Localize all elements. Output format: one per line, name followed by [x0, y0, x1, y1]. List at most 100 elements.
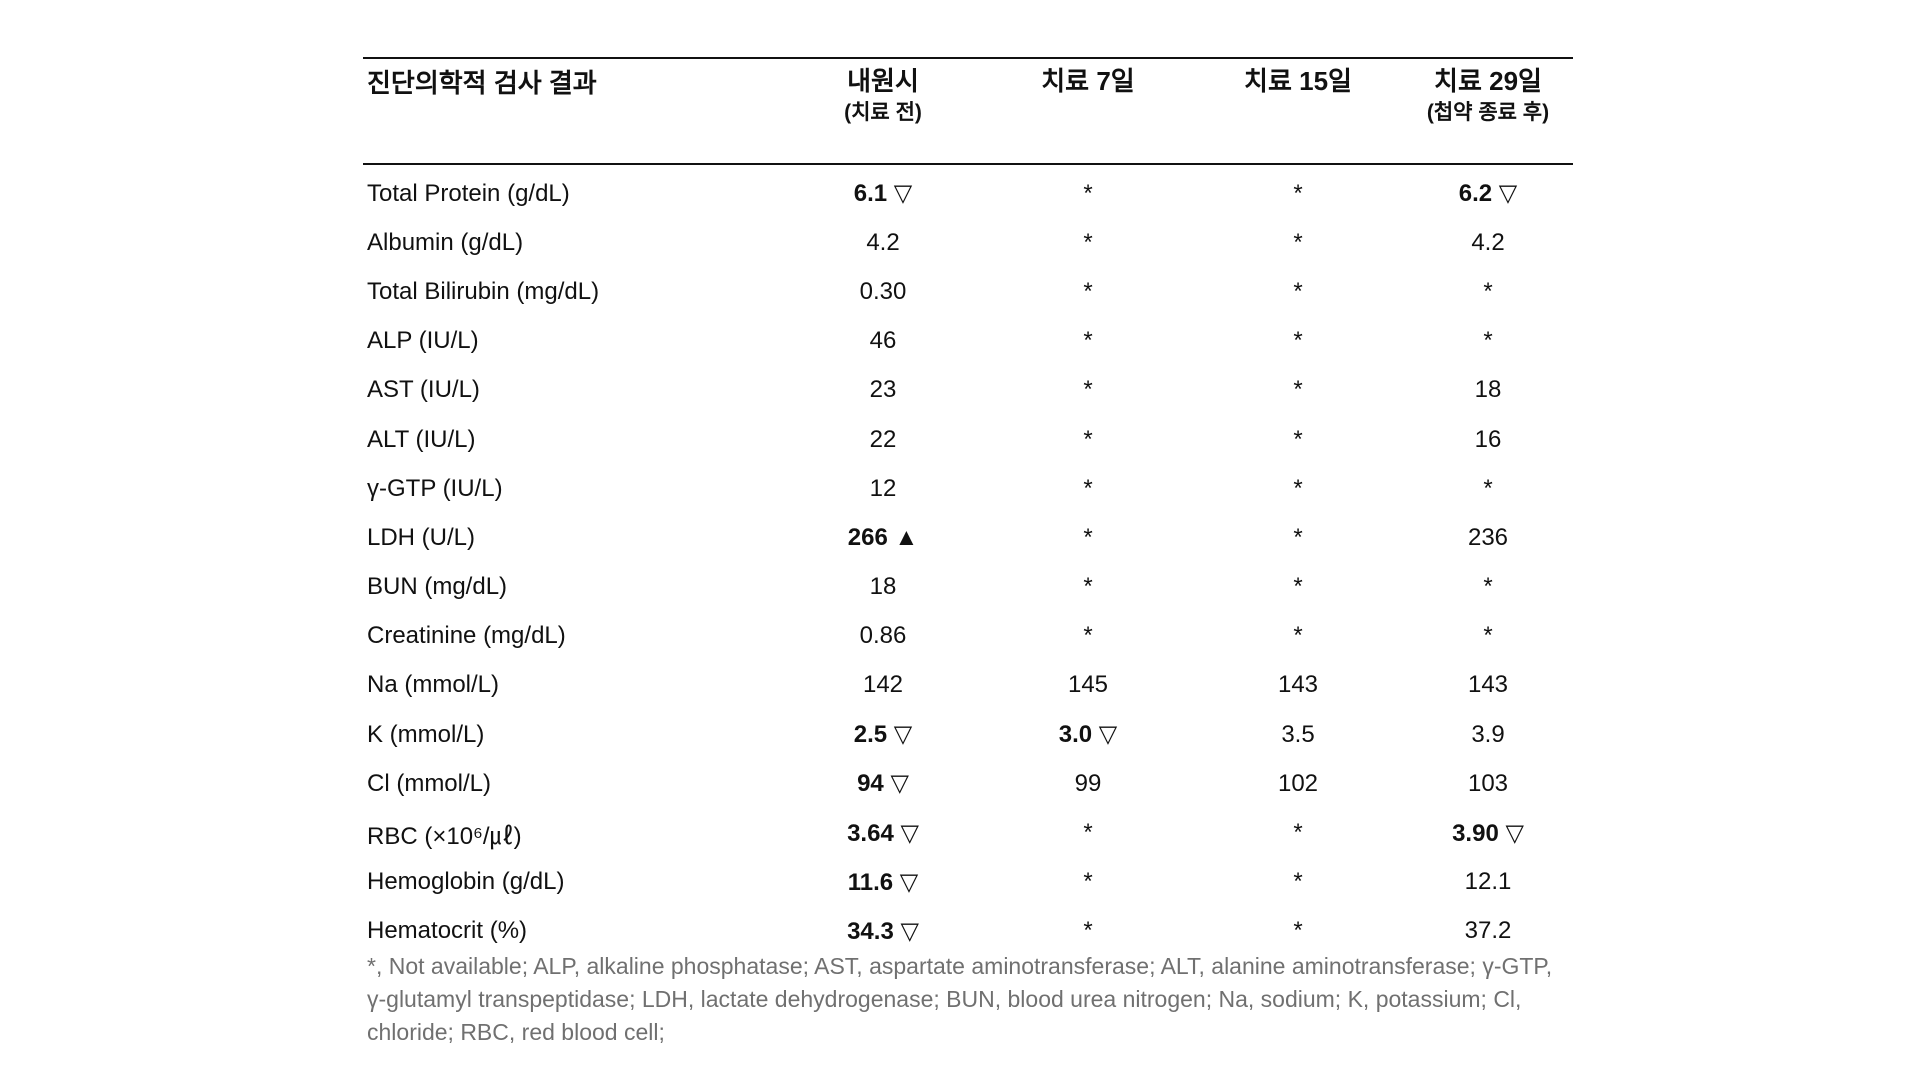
lab-results-table: 진단의학적 검사 결과 내원시 (치료 전) 치료 7일 치료 15일 치료 2…: [363, 57, 1573, 956]
value-cell: 143: [1467, 671, 1509, 699]
value-cell: *: [1293, 179, 1303, 207]
value-cell: *: [1083, 868, 1093, 896]
table-row: Cl (mmol/L) 94 ▽ 99 102 103: [363, 759, 1573, 808]
table-footnote: *, Not available; ALP, alkaline phosphat…: [367, 953, 1553, 1045]
value-cell: 16: [1474, 425, 1502, 453]
value-cell: 99: [1074, 769, 1102, 797]
test-name-cell: Total Protein (g/dL): [367, 179, 570, 207]
table-row: Hemoglobin (g/dL) 11.6 ▽ * * 12.1: [363, 858, 1573, 907]
value-cell: *: [1083, 277, 1093, 305]
value-cell: *: [1293, 474, 1303, 502]
value-cell: *: [1293, 573, 1303, 601]
table-row: Na (mmol/L) 142 145 143 143: [363, 661, 1573, 710]
value-cell: 34.3 ▽: [847, 917, 919, 945]
value-cell: 266 ▲: [847, 523, 919, 551]
table-body: Total Protein (g/dL) 6.1 ▽ * * 6.2 ▽ Albumin …: [363, 164, 1573, 956]
table-row: ALP (IU/L) 46 * * *: [363, 317, 1573, 366]
test-name-cell: ALT (IU/L): [367, 425, 476, 453]
header-label: 치료 29일: [1434, 66, 1542, 96]
test-name-cell: Hemoglobin (g/dL): [367, 868, 565, 896]
value-cell: *: [1293, 327, 1303, 355]
value-cell: 12.1: [1464, 868, 1512, 896]
table-row: RBC (×10⁶/㎕) 3.64 ▽ * * 3.90 ▽: [363, 808, 1573, 857]
value-cell: 6.2 ▽: [1458, 180, 1518, 208]
header-day-29: 치료 29일 (첩약 종료 후): [1403, 58, 1573, 164]
value-cell: *: [1483, 327, 1493, 355]
value-cell: *: [1483, 573, 1493, 601]
value-cell: 236: [1467, 523, 1509, 551]
table-row: γ-GTP (IU/L) 12 * * *: [363, 464, 1573, 513]
value-cell: *: [1293, 425, 1303, 453]
value-cell: 142: [862, 671, 904, 699]
value-cell: 145: [1067, 671, 1109, 699]
table-header: 진단의학적 검사 결과 내원시 (치료 전) 치료 7일 치료 15일 치료 2…: [363, 58, 1573, 164]
value-cell: 22: [869, 425, 897, 453]
value-cell: *: [1083, 228, 1093, 256]
value-cell: 23: [869, 376, 897, 404]
value-cell: *: [1483, 277, 1493, 305]
table-row: Hematocrit (%) 34.3 ▽ * * 37.2: [363, 907, 1573, 956]
value-cell: *: [1083, 819, 1093, 847]
lab-results-table-container: 진단의학적 검사 결과 내원시 (치료 전) 치료 7일 치료 15일 치료 2…: [363, 57, 1573, 956]
value-cell: *: [1293, 622, 1303, 650]
header-day-15: 치료 15일: [1193, 58, 1403, 164]
value-cell: 103: [1467, 769, 1509, 797]
value-cell: 102: [1277, 769, 1319, 797]
table-row: Creatinine (mg/dL) 0.86 * * *: [363, 612, 1573, 661]
table-row: Albumin (g/dL) 4.2 * * 4.2: [363, 218, 1573, 267]
test-name-cell: K (mmol/L): [367, 720, 485, 748]
value-cell: *: [1293, 376, 1303, 404]
header-sublabel: (첩약 종료 후): [1426, 101, 1550, 124]
test-name-cell: Hematocrit (%): [367, 917, 528, 945]
header-row: 진단의학적 검사 결과 내원시 (치료 전) 치료 7일 치료 15일 치료 2…: [363, 58, 1573, 164]
value-cell: 143: [1277, 671, 1319, 699]
value-cell: 46: [869, 327, 897, 355]
test-name-cell: RBC (×10⁶/㎕): [367, 822, 522, 850]
value-cell: *: [1083, 179, 1093, 207]
value-cell: 3.64 ▽: [847, 819, 919, 847]
test-name-cell: Albumin (g/dL): [367, 228, 524, 256]
test-name-cell: Cl (mmol/L): [367, 769, 491, 797]
value-cell: *: [1083, 523, 1093, 551]
value-cell: 37.2: [1464, 917, 1512, 945]
test-name-cell: LDH (U/L): [367, 523, 476, 551]
header-label: 내원시: [847, 66, 919, 96]
value-cell: 4.2: [1471, 228, 1505, 256]
value-cell: *: [1083, 622, 1093, 650]
value-cell: *: [1293, 277, 1303, 305]
test-name-cell: γ-GTP (IU/L): [367, 474, 503, 502]
table-row: Total Protein (g/dL) 6.1 ▽ * * 6.2 ▽: [363, 164, 1573, 218]
value-cell: *: [1293, 228, 1303, 256]
table-row: BUN (mg/dL) 18 * * *: [363, 563, 1573, 612]
value-cell: *: [1083, 376, 1093, 404]
test-name-cell: Creatinine (mg/dL): [367, 622, 566, 650]
value-cell: *: [1293, 917, 1303, 945]
value-cell: 0.30: [859, 277, 907, 305]
value-cell: *: [1083, 474, 1093, 502]
value-cell: 18: [869, 573, 897, 601]
table-row: Total Bilirubin (mg/dL) 0.30 * * *: [363, 267, 1573, 316]
value-cell: 3.90 ▽: [1452, 819, 1524, 847]
test-name-cell: BUN (mg/dL): [367, 573, 508, 601]
value-cell: *: [1083, 425, 1093, 453]
value-cell: 2.5 ▽: [853, 721, 913, 749]
table-row: K (mmol/L) 2.5 ▽ 3.0 ▽ 3.5 3.9: [363, 710, 1573, 759]
value-cell: 4.2: [866, 228, 900, 256]
test-name-cell: Total Bilirubin (mg/dL): [367, 277, 600, 305]
test-name-cell: ALP (IU/L): [367, 327, 479, 355]
value-cell: *: [1483, 474, 1493, 502]
value-cell: *: [1083, 327, 1093, 355]
table-row: ALT (IU/L) 22 * * 16: [363, 415, 1573, 464]
value-cell: 94 ▽: [857, 770, 909, 798]
header-test-name: 진단의학적 검사 결과: [363, 58, 783, 164]
value-cell: 3.0 ▽: [1058, 721, 1118, 749]
value-cell: *: [1293, 819, 1303, 847]
value-cell: *: [1483, 622, 1493, 650]
value-cell: 0.86: [859, 622, 907, 650]
header-admission: 내원시 (치료 전): [783, 58, 983, 164]
value-cell: 12: [869, 474, 897, 502]
header-label: 진단의학적 검사 결과: [367, 68, 597, 98]
table-row: AST (IU/L) 23 * * 18: [363, 366, 1573, 415]
header-sublabel: (치료 전): [844, 101, 922, 124]
header-label: 치료 7일: [1041, 66, 1135, 96]
